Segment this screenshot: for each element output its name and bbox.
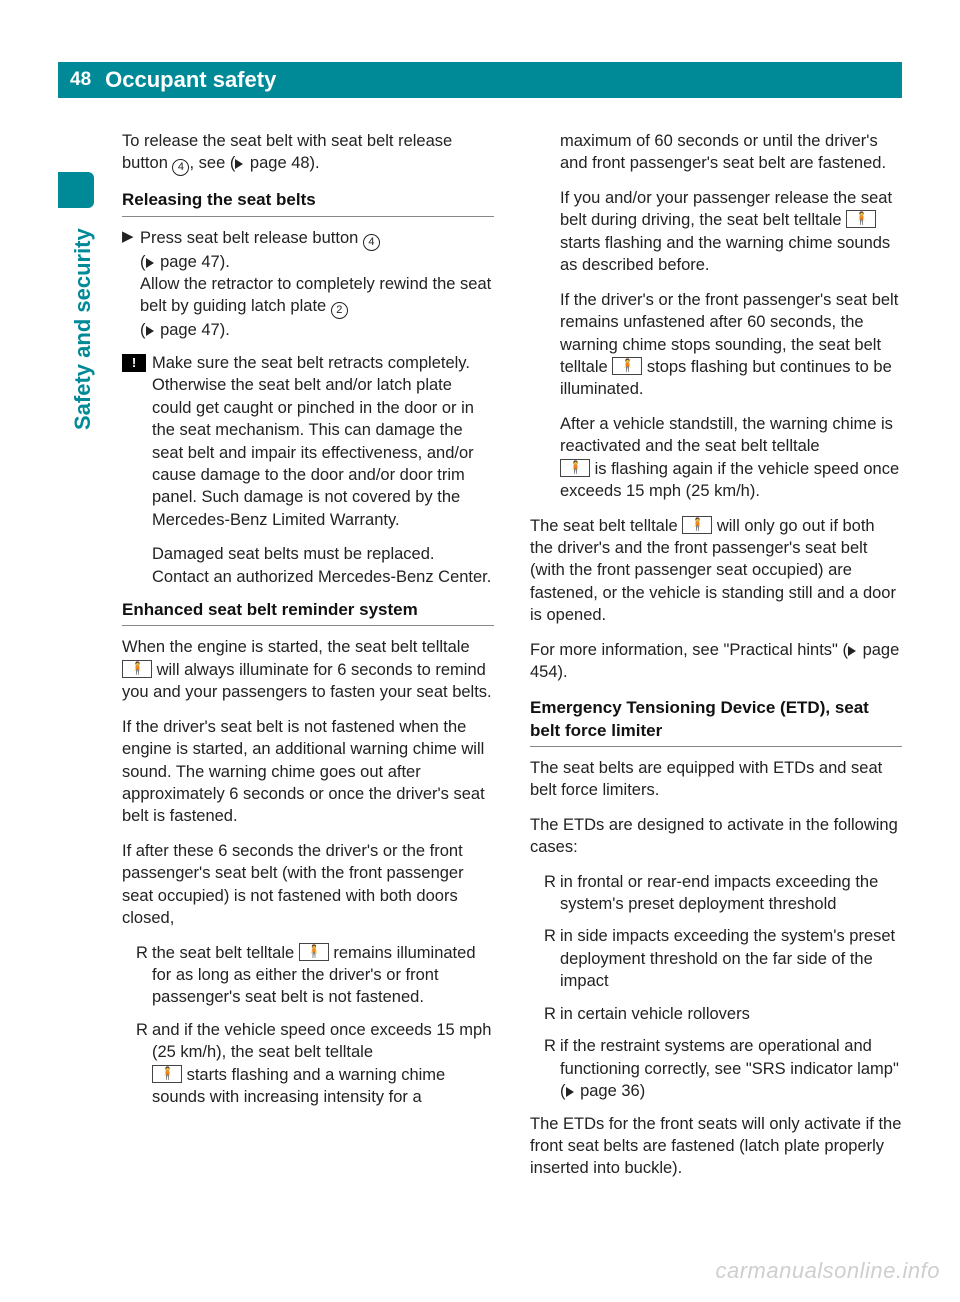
bullet-mark-icon: R (136, 942, 152, 1009)
side-section-label: Safety and security (70, 228, 96, 430)
seatbelt-telltale-icon: 🧍 (299, 943, 329, 961)
page-title: Occupant safety (105, 67, 276, 93)
text: the seat belt telltale (152, 944, 299, 962)
seatbelt-telltale-icon: 🧍 (122, 660, 152, 678)
heading-enhanced: Enhanced seat belt reminder system (122, 598, 494, 621)
paragraph: If you and/or your passenger release the… (560, 187, 902, 277)
ref-arrow-icon (146, 258, 154, 268)
text: The seat belt telltale (530, 517, 682, 535)
bullet-item: R if the restraint systems are operation… (544, 1035, 902, 1102)
header-bar: 48 Occupant safety (58, 62, 902, 98)
note-text: Damaged seat belts must be replaced. Con… (152, 543, 494, 588)
watermark: carmanualsonline.info (715, 1258, 940, 1284)
ref-arrow-icon (566, 1087, 574, 1097)
text: For more information, see "Practical hin… (530, 641, 848, 659)
bullet-item: R in side impacts exceeding the system's… (544, 925, 902, 992)
bullet-text: in side impacts exceeding the system's p… (560, 925, 902, 992)
paragraph: The seat belt telltale 🧍 will only go ou… (530, 515, 902, 627)
text: will always illuminate for 6 seconds to … (122, 661, 492, 701)
page-number: 48 (70, 69, 91, 91)
text: page 36) (576, 1082, 646, 1100)
divider (122, 625, 494, 626)
text: is flashing again if the vehicle speed o… (560, 460, 899, 500)
intro-paragraph: To release the seat belt with seat belt … (122, 130, 494, 176)
callout-4-icon: 4 (172, 159, 189, 176)
text: page 48). (245, 154, 319, 172)
ref-arrow-icon (235, 159, 243, 169)
seatbelt-telltale-icon: 🧍 (846, 210, 876, 228)
paragraph: When the engine is started, the seat bel… (122, 636, 494, 703)
text: When the engine is started, the seat bel… (122, 638, 470, 656)
seatbelt-telltale-icon: 🧍 (560, 459, 590, 477)
note-block: ! Make sure the seat belt retracts compl… (122, 352, 494, 588)
paragraph: After a vehicle standstill, the warning … (560, 413, 902, 503)
note-icon: ! (122, 354, 146, 372)
text: Allow the retractor to completely rewind… (140, 275, 491, 315)
seatbelt-telltale-icon: 🧍 (682, 516, 712, 534)
paragraph: The ETDs for the front seats will only a… (530, 1113, 902, 1180)
bullet-mark-icon: R (544, 925, 560, 992)
bullet-body: the seat belt telltale 🧍 remains illumin… (152, 942, 494, 1009)
step-body: Press seat belt release button 4 ( page … (140, 227, 494, 342)
bullet-text: in frontal or rear-end impacts exceeding… (560, 871, 902, 916)
text: page 47). (156, 321, 230, 339)
heading-etd: Emergency Tensioning Device (ETD), seat … (530, 696, 902, 742)
ref-arrow-icon (146, 326, 154, 336)
callout-4-icon: 4 (363, 234, 380, 251)
column-right: maximum of 60 seconds or until the drive… (530, 130, 902, 1192)
text: Press seat belt release button (140, 229, 363, 247)
paragraph: maximum of 60 seconds or until the drive… (560, 130, 902, 175)
text: and if the vehicle speed once exceeds 15… (152, 1021, 491, 1061)
seatbelt-telltale-icon: 🧍 (152, 1065, 182, 1083)
text: starts flashing and a warning chime soun… (152, 1066, 445, 1106)
bullet-item: R and if the vehicle speed once exceeds … (136, 1019, 494, 1109)
bullet-mark-icon: R (136, 1019, 152, 1109)
callout-2-icon: 2 (331, 302, 348, 319)
bullet-body: if the restraint systems are operational… (560, 1035, 902, 1102)
divider (530, 746, 902, 747)
heading-releasing: Releasing the seat belts (122, 188, 494, 211)
paragraph: For more information, see "Practical hin… (530, 639, 902, 684)
paragraph: If the driver's or the front passenger's… (560, 289, 902, 401)
bullet-mark-icon: R (544, 1035, 560, 1102)
text: If you and/or your passenger release the… (560, 189, 892, 229)
ref-arrow-icon (848, 646, 856, 656)
bullet-item: R in frontal or rear-end impacts exceedi… (544, 871, 902, 916)
paragraph: If after these 6 seconds the driver's or… (122, 840, 494, 930)
divider (122, 216, 494, 217)
text: After a vehicle standstill, the warning … (560, 415, 893, 455)
seatbelt-telltale-icon: 🧍 (612, 357, 642, 375)
note-text: Make sure the seat belt retracts complet… (152, 352, 494, 532)
bullet-text: in certain vehicle rollovers (560, 1003, 902, 1025)
note-body: Make sure the seat belt retracts complet… (152, 352, 494, 588)
text: page 47). (156, 253, 230, 271)
bullet-item: R the seat belt telltale 🧍 remains illum… (136, 942, 494, 1009)
bullet-body: and if the vehicle speed once exceeds 15… (152, 1019, 494, 1109)
bullet-item: R in certain vehicle rollovers (544, 1003, 902, 1025)
page-root: 48 Occupant safety Safety and security T… (0, 0, 960, 1302)
column-left: To release the seat belt with seat belt … (122, 130, 494, 1192)
content-columns: To release the seat belt with seat belt … (122, 130, 902, 1192)
paragraph: If the driver's seat belt is not fastene… (122, 716, 494, 828)
step-item: ▶ Press seat belt release button 4 ( pag… (122, 227, 494, 342)
text: , see ( (189, 154, 235, 172)
text: starts flashing and the warning chime so… (560, 234, 890, 274)
side-tab (58, 172, 94, 208)
bullet-mark-icon: R (544, 871, 560, 916)
bullet-mark-icon: R (544, 1003, 560, 1025)
paragraph: The ETDs are designed to activate in the… (530, 814, 902, 859)
paragraph: The seat belts are equipped with ETDs an… (530, 757, 902, 802)
step-arrow-icon: ▶ (122, 227, 140, 342)
